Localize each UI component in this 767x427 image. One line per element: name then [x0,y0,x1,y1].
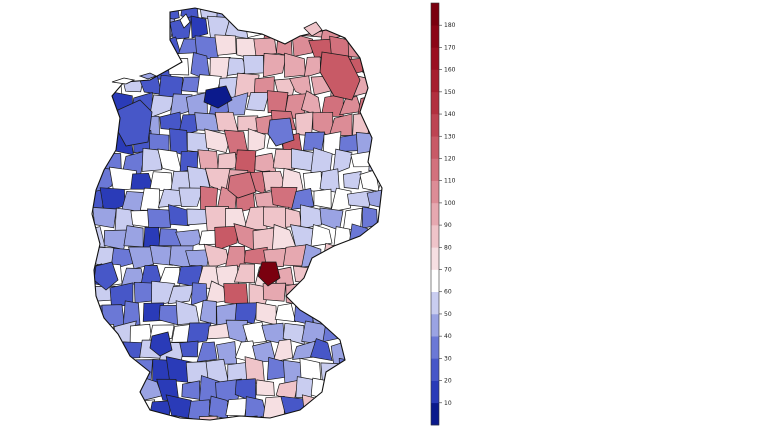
district-region [291,33,313,57]
legend-tick-label: 20 [444,378,452,385]
district-region [149,331,173,357]
district-region [347,189,374,208]
legend-color-step [431,380,439,404]
district-region [377,170,382,195]
district-region [226,92,249,116]
legend-tick-label: 100 [444,200,456,207]
legend-tick-label: 170 [444,44,456,51]
district-region [168,204,193,227]
district-region [167,284,195,305]
district-region [262,53,287,78]
legend-tick-label: 10 [444,400,452,407]
district-region [272,339,294,363]
legend-color-step [431,247,439,270]
legend-color-step [431,25,439,48]
legend-tick-label: 150 [444,89,456,96]
district-region [330,187,352,213]
legend-color-bar [430,2,440,426]
legend-color-step [431,3,439,26]
legend-tick-label: 180 [444,22,456,29]
legend-tick-label: 30 [444,355,452,362]
district-region [233,263,255,284]
district-region [257,261,281,287]
district-region [227,171,257,199]
island-shape [179,13,191,29]
legend-tick-label: 110 [444,178,456,185]
district-region [204,128,232,154]
legend-color-step [431,47,439,70]
district-region [319,51,361,101]
district-region [92,207,117,229]
legend-color-step [431,313,439,337]
district-region [291,187,315,210]
district-region [196,341,218,363]
district-region [190,15,209,39]
district-region [148,94,176,119]
legend-tick-label: 60 [444,289,452,296]
legend-color-step [431,69,439,93]
district-region [310,224,333,247]
district-region [272,148,296,170]
district-region [178,187,204,207]
legend-color-step [431,269,439,293]
district-region [246,92,270,112]
island-shape [303,21,323,37]
legend-tick-label: 40 [444,333,452,340]
legend-color-step [431,136,439,159]
legend-tick-labels: 10 20 30 40 50 60 70 80 90 100 110 120 130 140 150 160 1… [439,22,456,407]
district-region [194,112,221,132]
district-region [198,415,218,420]
legend-color-step [431,225,439,248]
legend-frame [430,2,440,426]
legend-tick-label: 140 [444,111,456,118]
legend-tick-label: 80 [444,244,452,251]
district-region [165,394,192,420]
island-shape [138,72,157,80]
legend-color-step [431,114,439,137]
district-region [186,322,212,345]
district-region [128,246,155,270]
legend-color-step [431,402,439,426]
legend-tick-label: 70 [444,267,452,274]
district-region [247,128,266,154]
district-region [199,299,217,326]
island-shape [111,77,136,85]
district-region [310,338,333,362]
district-region [274,303,297,323]
legend-tick-label: 120 [444,155,456,162]
district-region [179,340,199,358]
legend-color-step [431,91,439,115]
country-outline [91,7,383,421]
district-region [366,187,382,210]
district-region [313,188,332,209]
legend-color-step [431,358,439,381]
district-region [242,321,268,344]
district-region [332,148,353,175]
district-region [214,34,237,56]
legend-color-step [431,202,439,226]
district-region [300,204,327,230]
district-region [343,170,362,190]
legend-color-step [431,180,439,204]
district-region [203,85,233,109]
legend-tick-label: 90 [444,222,452,229]
district-region [262,282,287,302]
district-region [214,225,238,252]
legend-color-step [431,336,439,359]
legend-color-step [431,291,439,315]
district-region [267,117,295,147]
legend-tick-label: 130 [444,133,456,140]
legend-tick-label: 160 [444,67,456,74]
district-region [147,208,174,229]
district-region [256,379,275,397]
legend-tick-label: 50 [444,311,452,318]
district-region [141,147,163,172]
legend-color-step [431,158,439,181]
